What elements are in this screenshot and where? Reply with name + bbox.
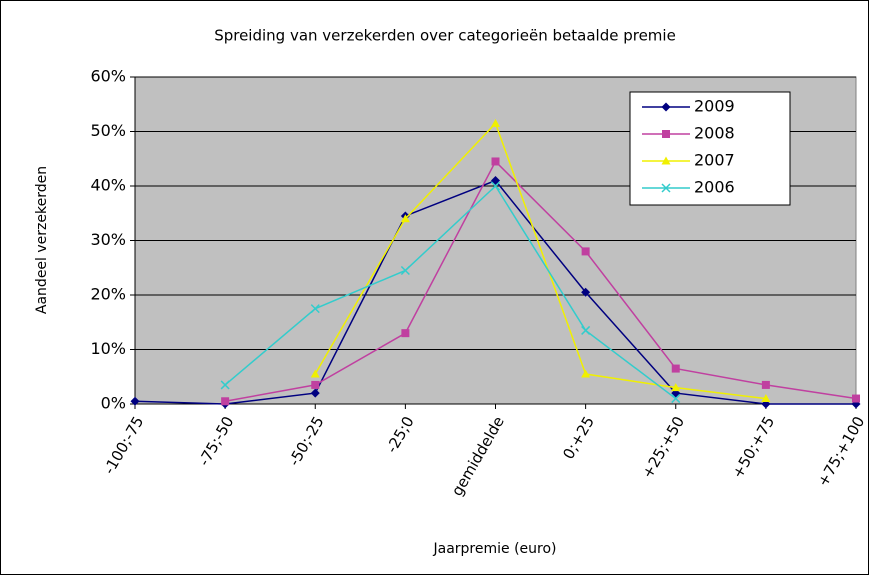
marker [852,394,860,403]
legend-label: 2009 [694,97,735,116]
marker [761,394,771,403]
y-tick-label: 40% [90,176,126,195]
marker [662,130,670,138]
chart-title: Spreiding van verzekerden over categorie… [214,27,676,45]
marker [490,181,501,191]
legend-box [629,91,791,206]
marker [581,247,590,256]
marker [581,369,591,378]
marker [671,383,681,392]
y-tick-label: 50% [90,121,126,140]
y-tick-label: 20% [90,285,126,304]
marker [661,156,671,165]
legend: 2009 2008 2007 2006 [629,91,791,206]
marker [220,380,230,390]
series-line [224,160,857,403]
marker [311,380,320,389]
series-line [224,184,677,400]
marker [491,118,500,127]
legend-label: 2006 [694,178,735,197]
x-axis-label: Jaarpremie (euro) [432,541,556,557]
marker [400,214,410,223]
legend-label: 2008 [694,124,735,143]
legend-label: 2007 [694,151,735,170]
y-tick-label: 30% [90,230,126,249]
marker [661,102,671,112]
marker [310,304,320,314]
marker [310,369,320,378]
y-tick-label: 10% [90,339,126,358]
marker [130,396,140,406]
marker [400,265,410,276]
marker [581,325,591,335]
marker [761,380,770,389]
y-tick-label: 0% [101,394,126,413]
marker [661,183,671,193]
marker [491,157,500,166]
y-tick-label: 60% [90,67,126,86]
marker [671,364,680,373]
marker [401,329,410,338]
marker [671,394,681,404]
marker [221,397,230,406]
y-axis-label: Aandeel verzekerden [34,166,50,314]
series-line [314,121,766,400]
marker [310,388,320,398]
marker [581,287,591,297]
